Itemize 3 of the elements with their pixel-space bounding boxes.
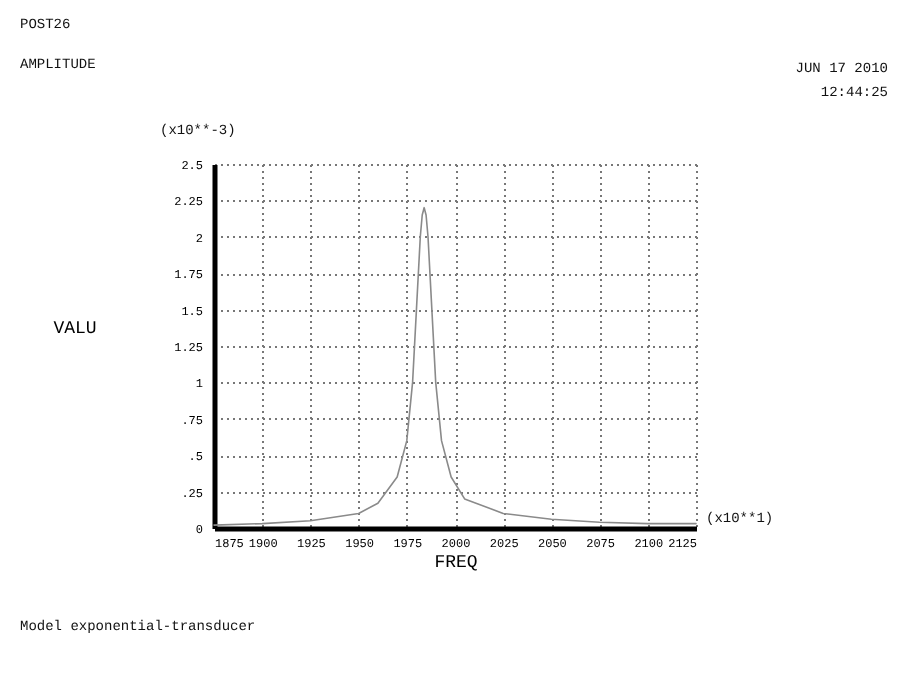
line-series: [213, 206, 697, 526]
y-axis-title: VALU: [53, 319, 97, 339]
x-axis-title: FREQ: [434, 553, 478, 573]
